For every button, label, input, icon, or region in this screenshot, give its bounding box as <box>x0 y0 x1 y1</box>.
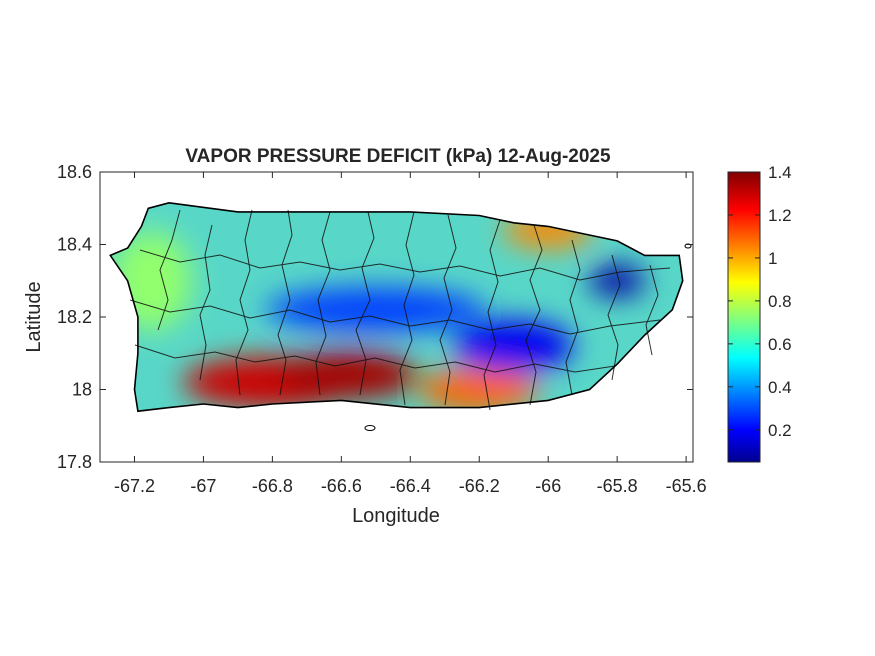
vpd-region-south-coast <box>278 351 419 399</box>
colorbar-tick-label: 0.4 <box>768 378 792 397</box>
vpd-region-central-mountains <box>265 287 486 332</box>
vpd-region-el-yunque <box>589 264 646 297</box>
x-tick-label: -66 <box>535 476 561 496</box>
x-axis-ticks: -67.2 -67 -66.8 -66.6 -66.4 -66.2 -66 -65.8 -65.… <box>114 172 707 496</box>
x-tick-label: -67.2 <box>114 476 155 496</box>
islet <box>364 425 376 431</box>
island-outline <box>109 201 684 413</box>
x-tick-label: -66.6 <box>321 476 362 496</box>
municipality-boundaries <box>129 209 671 411</box>
y-tick-label: 18.6 <box>57 162 92 182</box>
colorbar-ticks: 0.2 0.4 0.6 0.8 1 1.2 1.4 <box>728 163 792 440</box>
x-tick-label: -67 <box>190 476 216 496</box>
colorbar-tick-label: 1 <box>768 249 777 268</box>
colorbar-tick-label: 0.2 <box>768 421 792 440</box>
colorbar <box>727 171 761 463</box>
y-axis-label: Latitude <box>23 281 45 352</box>
colorbar-tick-label: 0.8 <box>768 292 792 311</box>
y-tick-label: 18 <box>72 380 92 400</box>
x-tick-label: -66.4 <box>390 476 431 496</box>
colorbar-tick-label: 1.2 <box>768 206 792 225</box>
colorbar-tick-label: 1.4 <box>768 163 792 182</box>
vpd-region-eastern-interior <box>453 320 574 372</box>
x-tick-label: -65.8 <box>597 476 638 496</box>
y-tick-label: 18.4 <box>57 235 92 255</box>
colorbar-tick-label: 0.6 <box>768 335 792 354</box>
chart-title: VAPOR PRESSURE DEFICIT (kPa) 12-Aug-2025 <box>185 146 611 167</box>
x-tick-label: -66.8 <box>252 476 293 496</box>
x-axis-label: Longitude <box>352 505 440 527</box>
y-axis-ticks: 17.8 18 18.2 18.4 18.6 <box>57 162 693 472</box>
y-tick-label: 17.8 <box>57 452 92 472</box>
x-tick-label: -66.2 <box>459 476 500 496</box>
x-tick-label: -65.6 <box>666 476 707 496</box>
y-tick-label: 18.2 <box>57 307 92 327</box>
